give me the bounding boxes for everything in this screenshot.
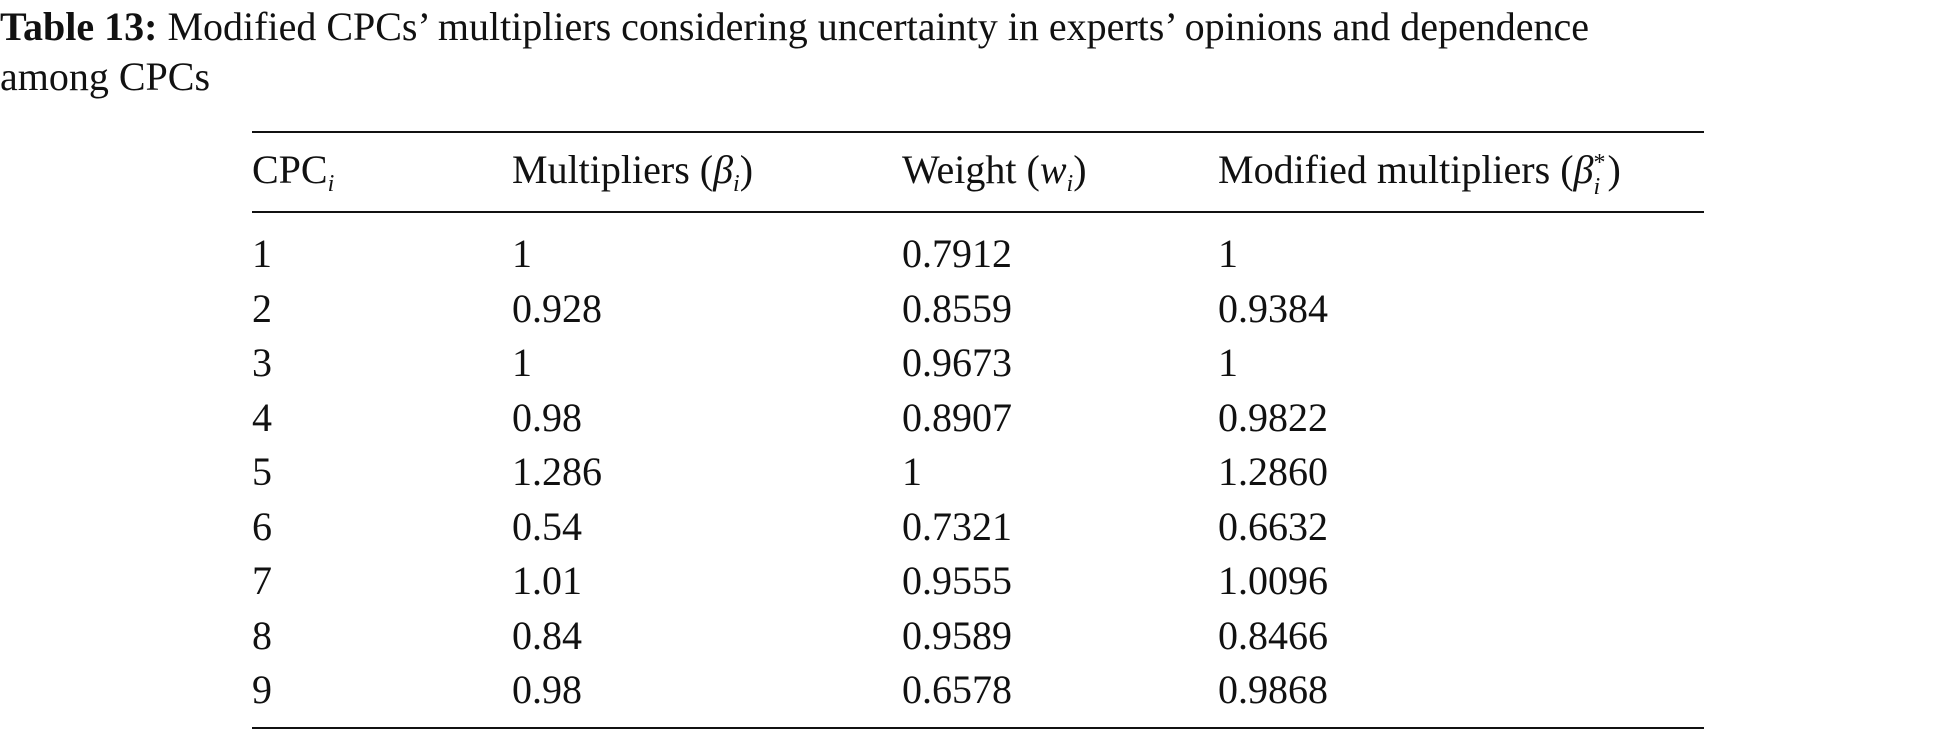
cell-weight: 0.9673 (902, 340, 1012, 385)
cell-modified-multiplier: 0.9822 (1218, 395, 1328, 440)
cell-modified-multiplier: 1.0096 (1218, 558, 1328, 603)
caption-text-1: Modified CPCs’ multipliers considering u… (157, 4, 1589, 49)
header-multipliers-text: Multipliers ( (512, 147, 714, 192)
header-weight-symbol: w (1039, 147, 1067, 192)
cell-cpc: 7 (252, 558, 272, 603)
cell-cpc: 4 (252, 395, 272, 440)
header-cpc-text: CPC (252, 147, 328, 192)
header-modified-text: Modified multipliers ( (1218, 147, 1574, 192)
cell-modified-multiplier: 1.2860 (1218, 449, 1328, 494)
cell-weight: 1 (902, 449, 922, 494)
cell-weight: 0.8559 (902, 286, 1012, 331)
cell-cpc: 9 (252, 667, 272, 712)
cell-modified-multiplier: 0.9868 (1218, 667, 1328, 712)
header-cpc-sub: i (327, 171, 335, 197)
cell-multiplier: 1 (512, 340, 532, 385)
header-multipliers: Multipliers (βi) (512, 142, 753, 198)
header-modified-close: ) (1607, 147, 1621, 192)
cell-weight: 0.8907 (902, 395, 1012, 440)
cell-multiplier: 1.01 (512, 558, 582, 603)
cell-cpc: 2 (252, 286, 272, 331)
header-weight-close: ) (1073, 147, 1087, 192)
header-modified-symbol: β (1573, 147, 1594, 192)
header-multipliers-close: ) (739, 147, 754, 192)
cell-modified-multiplier: 0.9384 (1218, 286, 1328, 331)
table-top-rule (252, 131, 1704, 133)
header-weight-sub: i (1066, 171, 1074, 197)
cell-weight: 0.6578 (902, 667, 1012, 712)
cell-multiplier: 0.84 (512, 613, 582, 658)
cell-modified-multiplier: 1 (1218, 231, 1238, 276)
header-weight-text: Weight ( (902, 147, 1040, 192)
cell-multiplier: 0.98 (512, 395, 582, 440)
cell-multiplier: 1.286 (512, 449, 602, 494)
cell-cpc: 1 (252, 231, 272, 276)
caption-label: Table 13: (0, 4, 158, 49)
header-multipliers-sub: i (733, 171, 740, 197)
table-bottom-rule (252, 727, 1704, 729)
header-modified-multipliers: Modified multipliers (β * i) (1218, 142, 1621, 200)
header-modified-subsup: * i (1593, 149, 1607, 200)
caption-line-2: among CPCs (0, 54, 211, 99)
header-weight: Weight (wi) (902, 142, 1087, 198)
cell-multiplier: 0.928 (512, 286, 602, 331)
cell-modified-multiplier: 1 (1218, 340, 1238, 385)
cell-multiplier: 0.98 (512, 667, 582, 712)
cell-cpc: 8 (252, 613, 272, 658)
header-modified-sub: i (1593, 174, 1601, 200)
cell-multiplier: 0.54 (512, 504, 582, 549)
table-header-rule (252, 211, 1704, 213)
caption-line-1: Table 13: Modified CPCs’ multipliers con… (0, 2, 1954, 52)
cell-modified-multiplier: 0.6632 (1218, 504, 1328, 549)
cell-multiplier: 1 (512, 231, 532, 276)
cell-cpc: 3 (252, 340, 272, 385)
header-cpc: CPCi (252, 142, 334, 198)
cell-modified-multiplier: 0.8466 (1218, 613, 1328, 658)
cell-cpc: 5 (252, 449, 272, 494)
table-caption: Table 13: Modified CPCs’ multipliers con… (0, 0, 1954, 102)
cell-weight: 0.7912 (902, 231, 1012, 276)
cell-weight: 0.9555 (902, 558, 1012, 603)
cell-weight: 0.9589 (902, 613, 1012, 658)
cell-weight: 0.7321 (902, 504, 1012, 549)
header-multipliers-symbol: β (713, 147, 734, 192)
header-modified-sup: * (1593, 150, 1606, 176)
cell-cpc: 6 (252, 504, 272, 549)
